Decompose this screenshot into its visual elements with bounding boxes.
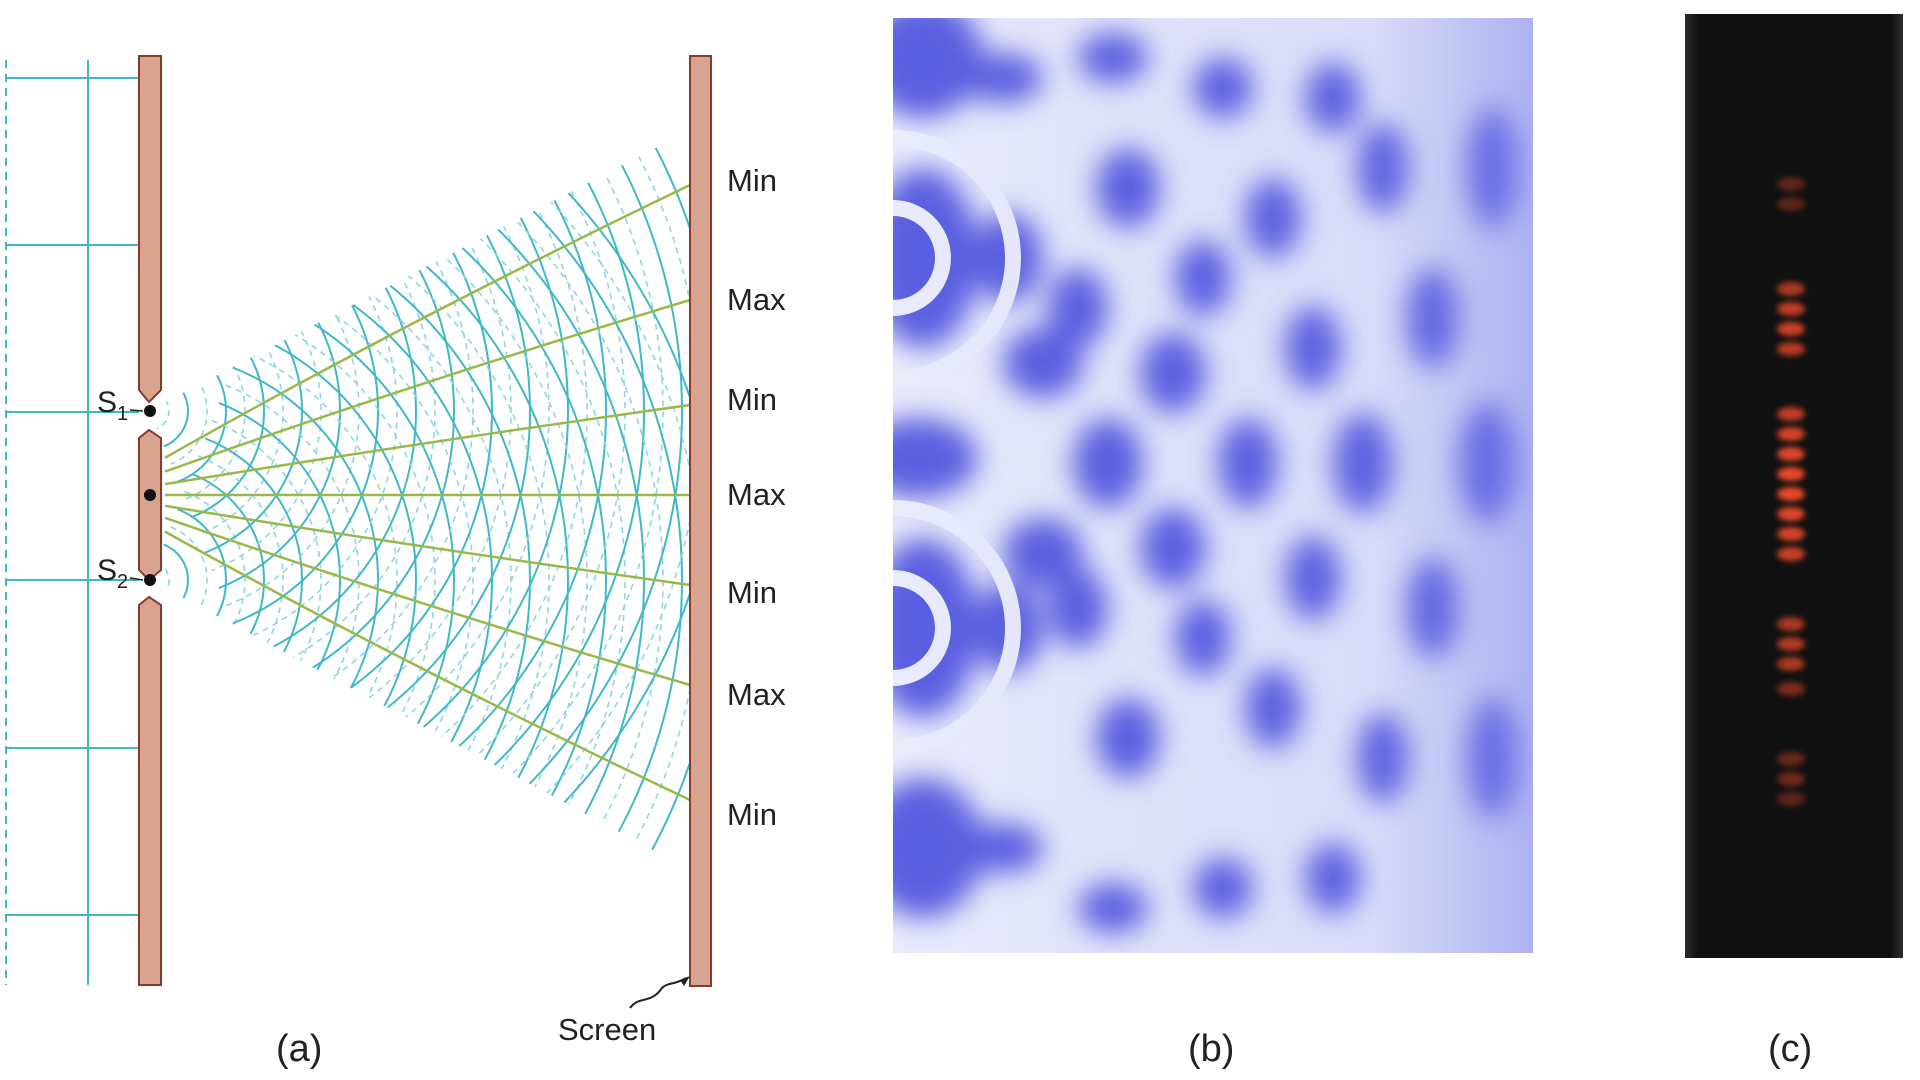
fringe-spot	[1777, 197, 1805, 211]
wavefront-arc	[170, 357, 208, 465]
wavefront-arc	[349, 130, 690, 870]
nodal-line	[164, 504, 691, 587]
fringe-spot	[1777, 752, 1805, 766]
nodal-line	[164, 516, 691, 687]
fringe-spot	[1777, 407, 1805, 421]
caption-b: (b)	[1188, 1028, 1235, 1070]
caption-c: (c)	[1768, 1028, 1813, 1070]
wavefront-arc	[280, 130, 512, 749]
wavefront-arc	[314, 154, 608, 870]
wavefront-arc	[246, 331, 417, 829]
wavefront-arc	[197, 286, 284, 536]
fringe-spot	[1777, 322, 1805, 336]
wavefront-arc	[356, 130, 690, 870]
screen-label-4: Max	[727, 477, 786, 512]
nodal-line	[164, 403, 691, 486]
screen-label-6: Max	[727, 677, 786, 712]
wavefront-arc	[266, 278, 474, 870]
wavefront-arc	[177, 339, 227, 483]
screen-label-2: Max	[727, 282, 786, 317]
wavefront-arc	[156, 392, 170, 430]
screen-label-3: Min	[727, 382, 777, 417]
caption-a: (a)	[276, 1028, 323, 1070]
wavefront-arc	[184, 490, 246, 670]
screen	[689, 55, 712, 987]
wavefront-arc	[170, 526, 208, 634]
wavefront-arc	[328, 130, 645, 870]
nodal-lines	[164, 183, 691, 802]
slit-2-dot	[144, 574, 156, 586]
wavefront-arc	[294, 207, 550, 870]
wavefront-arc	[280, 242, 512, 870]
incident-plane-waves	[5, 60, 139, 985]
laser-fringe-photo	[1685, 14, 1903, 958]
fringe-spot	[1777, 427, 1805, 441]
wavefront-arc	[294, 130, 550, 784]
wavefront-arc	[349, 130, 690, 870]
wavefront-arc	[308, 130, 588, 820]
screen-pointer-arrow	[629, 977, 687, 1009]
screen-caption: Screen	[558, 1012, 656, 1047]
fringe-spot	[1777, 467, 1805, 481]
fringe-spot	[1777, 772, 1805, 786]
slit-1-dot	[144, 405, 156, 417]
wavefront-arc	[184, 321, 246, 501]
s1-label: S1	[97, 386, 128, 425]
interference-wavefronts	[156, 130, 690, 870]
fringe-spot	[1777, 617, 1805, 631]
fringe-spot	[1777, 682, 1805, 696]
wavefront-arc	[204, 268, 303, 554]
wavefront-arc	[190, 303, 265, 519]
nodal-line	[164, 298, 691, 473]
fringe-spot	[1777, 507, 1805, 521]
wavefront-arc	[301, 189, 569, 870]
nodal-line	[164, 530, 691, 802]
fringe-spot	[1777, 487, 1805, 501]
wavefront-arc	[335, 130, 664, 870]
fringe-spot	[1777, 447, 1805, 461]
center-dot	[144, 489, 156, 501]
wavefront-arc	[252, 313, 436, 847]
fringe-spot	[1777, 637, 1805, 651]
wavefront-arc	[197, 455, 284, 705]
nodal-line	[164, 183, 691, 459]
fringe-spot	[1777, 792, 1805, 806]
screen-label-7: Min	[727, 797, 777, 832]
slit-barrier	[138, 55, 162, 986]
fringe-spot	[1777, 527, 1805, 541]
fringe-spot	[1777, 302, 1805, 316]
wavefront-arc	[273, 130, 493, 731]
screen-label-5: Min	[727, 575, 777, 610]
fringe-spot	[1777, 282, 1805, 296]
fringe-spot	[1777, 342, 1805, 356]
fringe-spot	[1777, 547, 1805, 561]
wavefront-arc	[301, 130, 569, 802]
wavefront-arc	[266, 130, 474, 713]
s2-label: S2	[97, 554, 128, 593]
wavefront-arc	[273, 260, 493, 870]
wavefront-arc	[163, 543, 189, 617]
double-slit-diagram: S1 S2 Min Max Min Max Min Max Min Screen	[5, 55, 786, 1047]
screen-label-1: Min	[727, 163, 777, 198]
fringe-spot	[1777, 657, 1805, 671]
wavefront-arc	[239, 349, 398, 811]
interference-pattern-image	[893, 18, 1533, 953]
fringe-spot	[1777, 177, 1805, 191]
wavefront-arc	[163, 374, 189, 448]
